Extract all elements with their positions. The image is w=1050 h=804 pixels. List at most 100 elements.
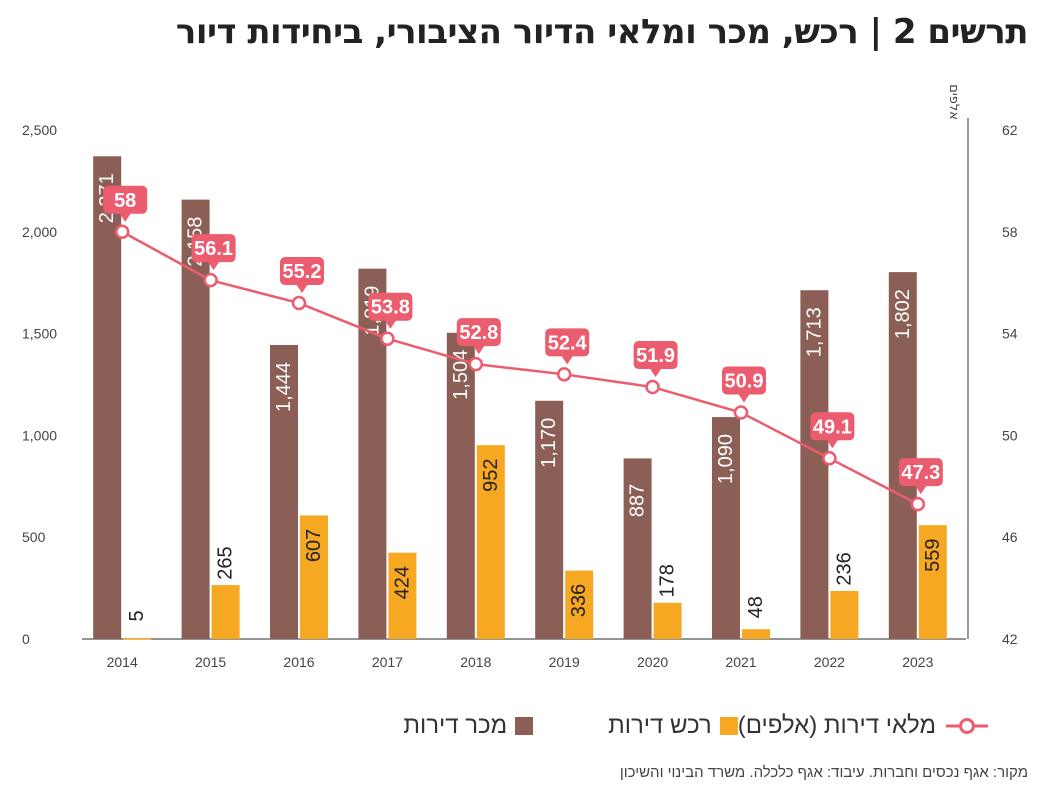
y-left-tick-label: 1,500 [22, 326, 57, 342]
data-label-inventory: 58 [114, 190, 136, 212]
y-right-tick-label: 54 [1002, 326, 1018, 342]
point-inventory [733, 405, 749, 420]
x-tick-label: 2020 [637, 654, 668, 670]
data-label-purchased: 236 [833, 552, 855, 585]
bar-purchased [300, 515, 328, 639]
data-label-purchased: 559 [922, 539, 944, 572]
y-right-tick-label: 62 [1002, 122, 1018, 138]
data-label-purchased: 178 [657, 564, 679, 597]
data-label-purchased: 336 [568, 584, 590, 617]
bar-purchased [388, 552, 417, 639]
label-box-inventory [898, 458, 943, 487]
chart-svg: 0 500 1,000 1,500 2,000 2,500 42 46 50 54 58 62 אלפי… [22, 84, 1018, 670]
label-pointer-inventory [826, 439, 839, 449]
label-box-inventory [545, 328, 590, 357]
x-tick-label: 2023 [902, 654, 933, 670]
bar-sold [93, 156, 122, 639]
label-pointer-inventory [384, 319, 397, 329]
bar-purchased [565, 570, 594, 639]
line-inventory [121, 230, 919, 506]
x-tick-label: 2018 [460, 654, 491, 670]
y-right-tick-label: 58 [1002, 224, 1018, 240]
source-note: מקור: אגף נכסים וחברות. עיבוד: אגף כלכלה… [619, 764, 1028, 781]
data-label-inventory: 49.1 [813, 416, 852, 438]
data-label-inventory: 52.4 [548, 332, 588, 354]
bar-purchased [211, 585, 240, 639]
label-pointer-inventory [914, 485, 927, 495]
point-inventory [203, 272, 218, 288]
point-inventory [822, 451, 837, 466]
x-tick-label: 2019 [549, 654, 580, 670]
legend-item-purchased: רכש דירות [608, 712, 738, 740]
data-label-sold: 1,090 [715, 434, 737, 484]
point-inventory [468, 356, 484, 372]
point-inventory [556, 367, 572, 382]
y-right-tick-label: 46 [1002, 529, 1018, 545]
data-label-inventory: 47.3 [901, 462, 940, 484]
bar-purchased [123, 637, 152, 640]
bar-purchased [476, 445, 505, 639]
x-tick-label: 2016 [283, 654, 314, 670]
bar-purchased [653, 602, 682, 639]
point-inventory [380, 331, 395, 346]
y-left-tick-label: 1,000 [22, 427, 57, 443]
x-tick-label: 2017 [372, 654, 403, 670]
data-label-purchased: 424 [391, 566, 413, 599]
legend-item-inventory: מלאי דירות (אלפים) [738, 712, 990, 740]
label-box-inventory [103, 185, 148, 214]
data-label-inventory: 50.9 [725, 370, 764, 392]
label-box-inventory [456, 318, 501, 347]
bar-sold [270, 345, 298, 639]
label-pointer-inventory [207, 261, 220, 271]
legend-label-inventory: מלאי דירות (אלפים) [737, 712, 936, 739]
data-label-purchased: 607 [303, 529, 325, 562]
bar-sold [446, 332, 475, 639]
label-pointer-inventory [649, 368, 662, 378]
data-label-sold: 887 [627, 484, 649, 517]
legend-label-purchased: רכש דירות [608, 712, 712, 739]
label-box-inventory [633, 341, 678, 370]
point-inventory [910, 496, 926, 512]
label-box-inventory [810, 412, 855, 441]
point-inventory [645, 379, 660, 395]
point-inventory [291, 295, 307, 311]
legend-line-marker-icon [946, 718, 988, 734]
label-pointer-inventory [472, 345, 485, 355]
data-label-inventory: 51.9 [636, 345, 675, 367]
data-label-sold: 1,713 [803, 307, 825, 357]
data-label-purchased: 48 [745, 596, 767, 618]
legend-label-sold: מכר דירות [403, 712, 508, 739]
legend-swatch-purchased [719, 717, 738, 735]
label-box-inventory [368, 292, 413, 321]
legend-swatch-sold [515, 717, 534, 735]
bar-purchased [742, 629, 770, 639]
data-label-inventory: 52.8 [459, 322, 498, 344]
bar-sold [358, 268, 387, 639]
point-inventory [114, 224, 130, 240]
bar-sold [888, 272, 917, 639]
data-label-purchased: 5 [126, 610, 148, 621]
data-label-inventory: 56.1 [194, 238, 233, 260]
data-label-inventory: 55.2 [283, 261, 322, 283]
legend-item-sold: מכר דירות [403, 712, 534, 740]
data-label-sold: 1,170 [538, 418, 560, 468]
label-pointer-inventory [119, 212, 132, 222]
y-left-tick-label: 2,000 [22, 224, 57, 240]
bar-sold [712, 417, 740, 639]
data-label-purchased: 265 [215, 546, 237, 579]
data-label-inventory: 53.8 [371, 297, 410, 319]
data-label-sold: 1,444 [273, 362, 295, 412]
data-label-sold: 1,802 [892, 289, 914, 339]
x-tick-label: 2021 [725, 654, 756, 670]
bar-sold [623, 458, 652, 639]
label-box-inventory [191, 234, 236, 263]
y-right-tick-label: 42 [1002, 631, 1018, 647]
y-left-tick-label: 2,500 [22, 122, 57, 138]
chart-title: תרשים 2 | רכש, מכר ומלאי הדיור הציבורי, … [175, 12, 1029, 52]
y-left-tick-label: 0 [22, 631, 30, 647]
x-tick-label: 2022 [814, 654, 845, 670]
data-label-purchased: 952 [480, 458, 502, 491]
label-box-inventory [722, 366, 766, 395]
bar-sold [535, 400, 564, 639]
bar-purchased [918, 525, 947, 639]
